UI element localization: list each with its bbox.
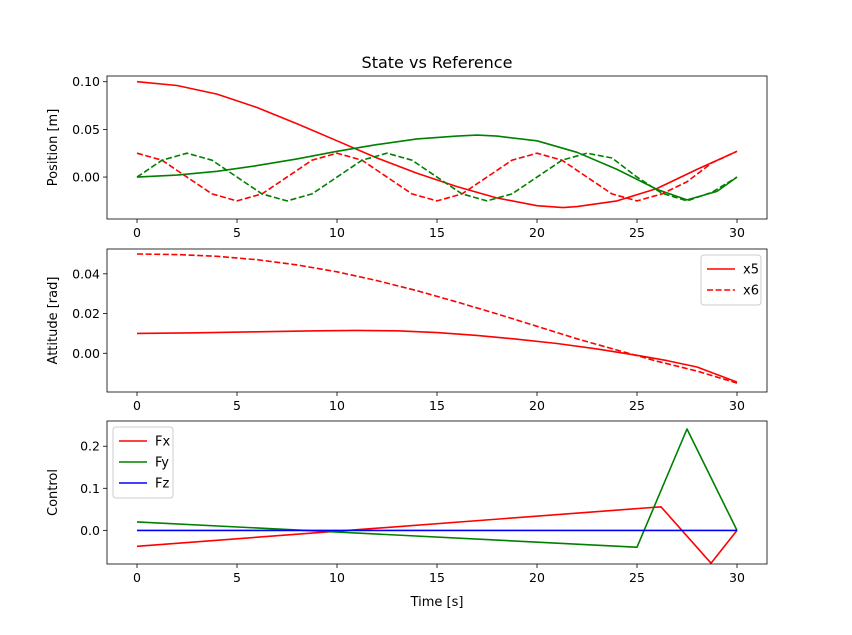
x-tick-label: 5 (233, 225, 241, 240)
series-line-x6 (136, 253, 738, 384)
y-tick-label: 0.0 (80, 523, 100, 538)
y-axis-label: Attitude [rad] (46, 277, 61, 365)
x-tick-label: 0 (133, 570, 141, 585)
x-tick-label: 20 (529, 570, 545, 585)
position-panel: 0 5 10 15 20 25 30 0.00 0.05 0.10 Position [m] (46, 74, 768, 240)
legend-label-fy: Fy (155, 456, 169, 471)
x-tick-label: 15 (429, 398, 445, 413)
legend: Fx Fy Fz (112, 426, 174, 499)
x-tick-label: 5 (233, 398, 241, 413)
y-tick-label: 0.2 (80, 439, 100, 454)
series-line-x5 (136, 329, 738, 383)
x-tick-label: 30 (729, 225, 745, 240)
y-tick-label: 0.1 (80, 481, 100, 496)
x-tick-label: 10 (329, 398, 345, 413)
legend-label-fz: Fz (155, 477, 169, 492)
legend-label-x5: x5 (743, 263, 759, 278)
control-panel: 0 5 10 15 20 25 30 0.0 0.1 0.2 Control Time [s] Fx Fy… (46, 420, 768, 610)
x-axis-label: Time [s] (410, 595, 464, 610)
series-line-p0-s2 (136, 150, 738, 202)
y-tick-label: 0.05 (72, 122, 100, 137)
legend-label-fx: Fx (155, 435, 170, 450)
series-line-p0-s0 (136, 80, 738, 209)
series-line-p0-s1 (136, 134, 738, 201)
x-tick-label: 30 (729, 570, 745, 585)
x-tick-label: 25 (629, 225, 645, 240)
y-tick-label: 0.02 (72, 306, 100, 321)
x-tick-label: 25 (629, 570, 645, 585)
series-line-fy (136, 428, 738, 549)
y-axis-label: Control (46, 469, 61, 516)
x-tick-label: 0 (133, 225, 141, 240)
y-tick-label: 0.00 (72, 170, 100, 185)
y-axis-label: Position [m] (46, 109, 61, 187)
series-group (136, 428, 738, 564)
x-tick-label: 25 (629, 398, 645, 413)
chart-title: State vs Reference (362, 53, 513, 72)
series-group (136, 253, 738, 384)
series-line-p0-s3 (136, 152, 738, 202)
x-tick-label: 5 (233, 570, 241, 585)
x-tick-label: 20 (529, 225, 545, 240)
x-tick-label: 20 (529, 398, 545, 413)
x-tick-label: 30 (729, 398, 745, 413)
attitude-panel: 0 5 10 15 20 25 30 0.00 0.02 0.04 Attitude [rad] x5… (46, 248, 768, 413)
series-line-fx (136, 505, 738, 564)
y-tick-label: 0.04 (72, 266, 100, 281)
legend-box (700, 254, 762, 306)
series-group (136, 80, 738, 209)
y-tick-label: 0.10 (72, 74, 100, 89)
x-tick-label: 0 (133, 398, 141, 413)
legend-label-x6: x6 (743, 284, 759, 299)
x-tick-label: 10 (329, 225, 345, 240)
y-tick-label: 0.00 (72, 346, 100, 361)
x-tick-label: 15 (429, 570, 445, 585)
x-tick-label: 15 (429, 225, 445, 240)
x-tick-label: 10 (329, 570, 345, 585)
